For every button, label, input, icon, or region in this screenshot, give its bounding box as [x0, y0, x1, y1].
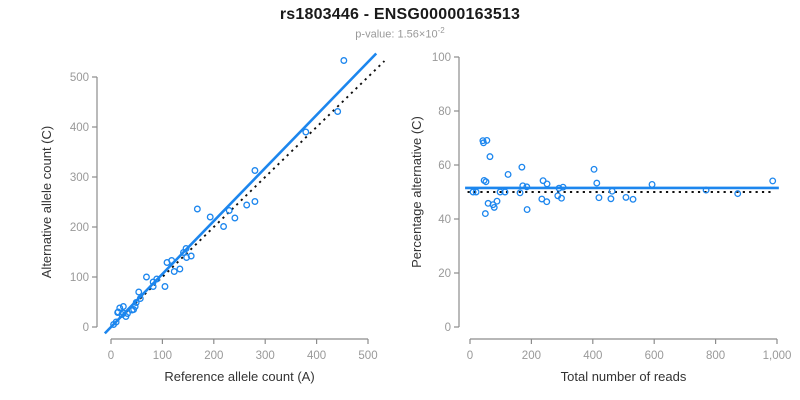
data-point	[206, 213, 214, 221]
x-tick-label: 100	[153, 350, 172, 362]
data-point	[334, 108, 342, 115]
y-tick-label: 100	[70, 272, 89, 284]
x-tick-label: 800	[706, 350, 725, 362]
y-axis-title: Alternative allele count (C)	[39, 126, 54, 278]
data-point	[490, 203, 498, 211]
data-point	[112, 318, 120, 326]
data-point	[170, 268, 178, 275]
y-tick-label: 300	[70, 172, 89, 184]
data-point	[648, 180, 656, 188]
data-point	[119, 309, 127, 317]
y-tick-label: 40	[438, 214, 451, 226]
data-point	[482, 178, 490, 186]
data-point	[176, 265, 184, 273]
figure-title: rs1803446 - ENSG00000163513	[279, 6, 521, 23]
data-point	[516, 189, 524, 197]
right-scatter-chart: 0 20 40 60 80 100 0 200 400 600 800 1,000 Total numb…	[409, 52, 792, 384]
data-point	[143, 273, 150, 281]
data-point	[543, 198, 551, 206]
data-point	[132, 299, 140, 306]
data-point	[769, 177, 777, 185]
data-point	[131, 303, 139, 310]
y-tick-label: 60	[438, 160, 451, 172]
data-point	[481, 210, 489, 218]
data-point	[220, 223, 228, 230]
y-tick-label: 200	[70, 222, 89, 234]
data-point	[629, 195, 637, 203]
x-tick-label: 200	[204, 350, 223, 362]
data-point	[193, 205, 201, 213]
data-point	[518, 163, 526, 171]
x-tick-label: 400	[583, 350, 602, 362]
data-point	[243, 201, 251, 209]
data-point	[251, 198, 259, 205]
data-point	[734, 190, 742, 198]
y-tick-label: 80	[438, 106, 451, 118]
x-tick-label: 400	[307, 350, 326, 362]
left-scatter-chart: 0 100 200 300 400 500 0 100 200 300 400 500 Referenc…	[39, 52, 386, 384]
data-point	[622, 193, 630, 201]
y-tick-label: 100	[432, 52, 451, 64]
data-point	[135, 288, 143, 296]
x-tick-label: 0	[467, 350, 473, 362]
data-point	[501, 188, 509, 196]
x-tick-label: 1,000	[763, 350, 792, 362]
data-point	[523, 206, 531, 213]
x-tick-label: 0	[108, 350, 114, 362]
y-tick-label: 400	[70, 122, 89, 134]
data-point	[340, 57, 348, 64]
data-point	[119, 303, 127, 310]
pvalue-text: p-value: 1.56×10	[355, 28, 438, 41]
x-tick-label: 200	[522, 350, 541, 362]
x-axis-title: Reference allele count (A)	[164, 369, 314, 384]
data-point	[231, 214, 239, 222]
data-point	[493, 197, 501, 205]
y-tick-label: 20	[438, 268, 451, 280]
data-point	[504, 170, 512, 178]
x-axis-title: Total number of reads	[561, 369, 687, 384]
data-point	[187, 252, 195, 260]
data-point	[559, 183, 567, 191]
data-point	[702, 186, 710, 194]
y-axis-title: Percentage alternative (C)	[409, 116, 424, 268]
data-point	[558, 194, 565, 202]
fit-line	[103, 52, 378, 335]
data-point	[539, 177, 547, 185]
data-point	[608, 187, 616, 195]
data-point	[149, 283, 157, 290]
x-tick-label: 500	[358, 350, 377, 362]
data-point	[302, 128, 310, 136]
data-point	[607, 195, 615, 203]
data-point	[136, 295, 144, 302]
data-point	[496, 188, 504, 196]
data-point	[590, 165, 598, 173]
x-tick-label: 600	[645, 350, 664, 362]
data-point	[161, 283, 169, 290]
data-point	[472, 188, 480, 196]
data-point	[182, 245, 190, 252]
figure-subtitle: p-value: 1.56×10-2	[0, 26, 800, 41]
data-point	[225, 207, 233, 214]
data-point	[593, 179, 601, 187]
y-tick-label: 500	[70, 72, 89, 84]
pvalue-exponent: -2	[437, 26, 445, 35]
data-point	[251, 167, 259, 174]
data-point	[523, 183, 531, 191]
y-tick-label: 0	[445, 322, 451, 334]
data-point	[555, 184, 563, 192]
data-point	[153, 275, 161, 283]
data-point	[519, 182, 527, 190]
x-tick-label: 300	[256, 350, 275, 362]
data-point	[123, 310, 131, 317]
data-point	[486, 153, 494, 161]
identity-line	[107, 60, 386, 331]
data-point	[480, 139, 487, 147]
data-point	[469, 188, 477, 196]
data-point	[168, 257, 176, 264]
data-point	[543, 180, 551, 188]
data-point	[595, 194, 603, 202]
y-tick-label: 0	[83, 322, 89, 334]
